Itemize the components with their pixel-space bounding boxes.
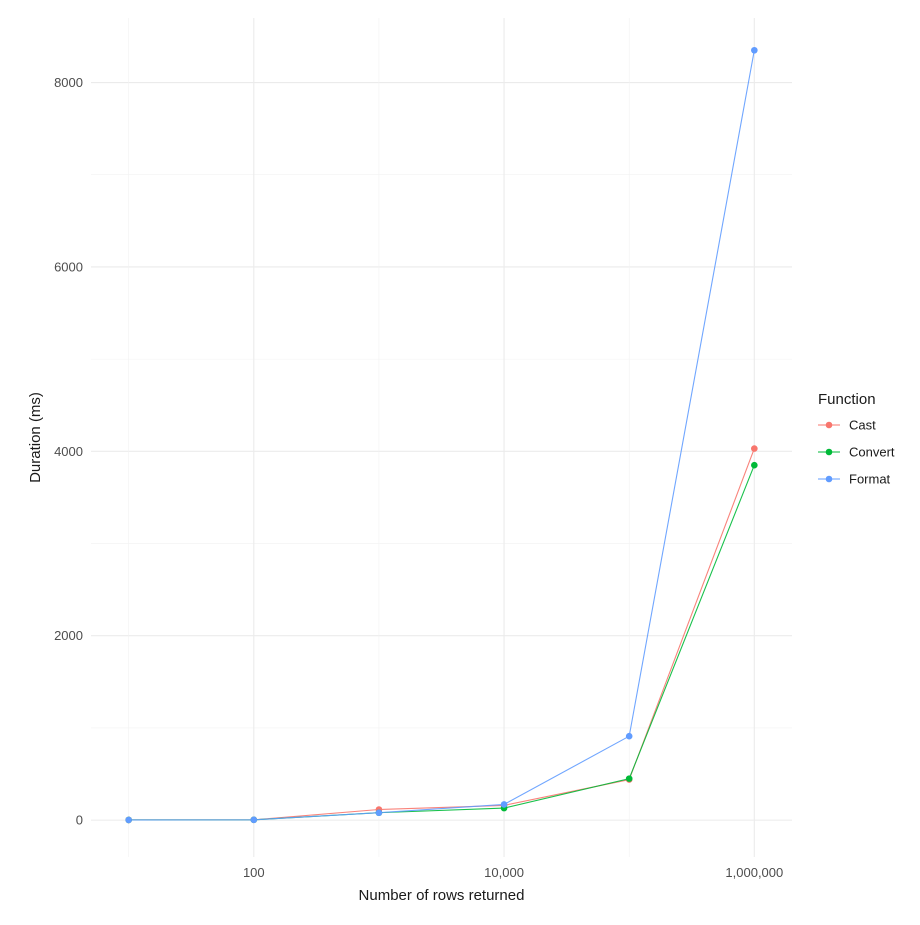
y-tick-label: 6000: [54, 259, 83, 274]
y-axis-title: Duration (ms): [27, 392, 44, 483]
point-convert: [751, 461, 758, 469]
legend-key-point-convert: [825, 448, 833, 456]
y-tick-label: 2000: [54, 628, 83, 643]
legend-item-convert: Convert: [818, 445, 895, 460]
x-axis-title: Number of rows returned: [359, 887, 525, 904]
legend-item-cast: Cast: [818, 418, 876, 433]
legend-item-format: Format: [818, 472, 891, 487]
y-axis-ticks: 0 2000 4000 6000 8000: [54, 75, 83, 828]
point-format: [250, 816, 258, 824]
series-line-cast: [128, 448, 755, 821]
point-format: [125, 816, 132, 824]
legend-label-convert: Convert: [849, 445, 895, 460]
legend: Function Cast Convert Format: [818, 391, 895, 487]
series-line-format: [128, 50, 755, 821]
y-tick-label: 8000: [54, 75, 83, 90]
x-tick-label: 1,000,000: [725, 865, 783, 880]
y-tick-label: 0: [76, 813, 83, 828]
point-cast: [751, 445, 758, 452]
point-format: [625, 732, 633, 740]
grid: [91, 18, 792, 857]
x-axis-ticks: 100 10,000 1,000,000: [243, 865, 783, 880]
legend-key-point-cast: [825, 421, 833, 429]
legend-label-format: Format: [849, 472, 891, 487]
point-convert: [625, 775, 633, 782]
legend-key-point-format: [825, 475, 833, 483]
y-tick-label: 4000: [54, 444, 83, 459]
series-lines: [128, 50, 755, 821]
x-tick-label: 100: [243, 865, 265, 880]
legend-label-cast: Cast: [849, 418, 876, 433]
legend-items: Cast Convert Format: [818, 418, 895, 487]
series-points: [125, 46, 758, 824]
series-line-convert: [128, 464, 755, 821]
x-tick-label: 10,000: [484, 865, 524, 880]
point-format: [375, 809, 383, 817]
point-format: [500, 801, 508, 808]
legend-title: Function: [818, 391, 876, 408]
point-format: [751, 46, 758, 54]
